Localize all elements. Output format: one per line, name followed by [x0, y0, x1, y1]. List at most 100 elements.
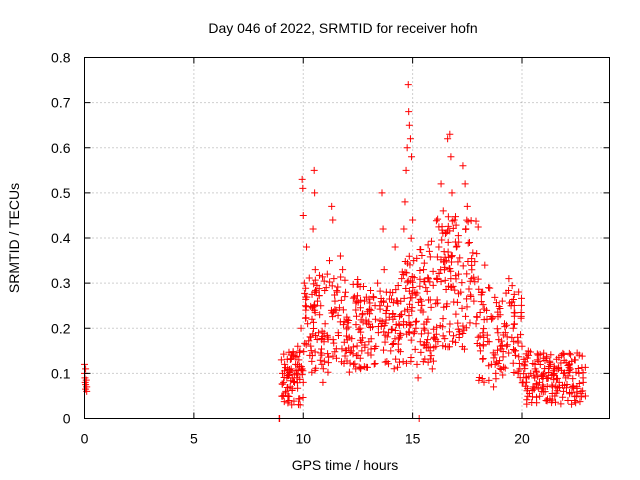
data-point: [312, 288, 320, 296]
data-point: [516, 365, 524, 373]
data-point: [339, 306, 347, 314]
data-point: [288, 387, 296, 395]
data-point: [333, 288, 341, 296]
data-point: [356, 324, 364, 332]
data-point: [365, 338, 373, 346]
data-point: [302, 341, 310, 349]
data-point: [297, 324, 305, 332]
data-point: [495, 336, 503, 344]
data-point: [336, 318, 344, 326]
data-point: [288, 374, 296, 382]
data-point: [552, 382, 560, 390]
data-point: [491, 293, 499, 301]
data-point: [352, 297, 360, 305]
data-point: [401, 198, 409, 206]
data-point: [405, 312, 413, 320]
data-point: [312, 286, 320, 294]
data-point: [329, 352, 337, 360]
data-point: [357, 328, 365, 336]
data-point: [524, 385, 532, 393]
data-point: [389, 315, 397, 323]
data-point: [431, 333, 438, 341]
data-point: [278, 392, 286, 400]
data-point: [342, 346, 350, 354]
data-point: [341, 293, 349, 301]
data-point: [479, 355, 487, 363]
data-point: [355, 363, 363, 371]
data-point: [392, 286, 400, 294]
data-point: [311, 348, 319, 356]
data-point: [391, 326, 399, 334]
data-point: [421, 278, 429, 286]
data-point: [362, 293, 370, 301]
data-point: [396, 348, 404, 356]
y-tick-label: 0.5: [51, 185, 71, 201]
data-point: [439, 315, 447, 323]
data-point: [303, 243, 311, 251]
data-point: [280, 398, 288, 406]
data-point: [493, 346, 501, 354]
data-point: [433, 323, 441, 331]
data-point: [496, 364, 504, 372]
data-point: [523, 400, 531, 408]
data-point: [366, 323, 374, 331]
data-points: [81, 81, 589, 422]
data-point: [533, 356, 541, 364]
data-point: [342, 288, 350, 296]
y-tick-label: 0.1: [51, 365, 71, 381]
data-point: [324, 368, 332, 376]
data-point: [573, 349, 581, 357]
data-point: [399, 358, 407, 366]
data-point: [360, 363, 368, 371]
data-point: [444, 213, 452, 221]
data-point: [391, 335, 399, 343]
data-point: [296, 395, 304, 403]
data-point: [424, 274, 432, 282]
data-point: [510, 312, 518, 320]
data-point: [531, 365, 539, 373]
data-point: [331, 348, 339, 356]
data-point: [349, 294, 357, 302]
data-point: [302, 293, 310, 301]
data-point: [402, 166, 410, 174]
data-point: [328, 309, 336, 317]
data-point: [571, 356, 578, 364]
data-point: [540, 349, 548, 357]
data-point: [476, 308, 484, 316]
data-point: [467, 217, 475, 225]
data-point: [352, 365, 360, 373]
data-point: [518, 342, 526, 350]
data-point: [483, 331, 491, 339]
data-point: [300, 348, 308, 356]
data-point: [468, 255, 476, 263]
data-point: [406, 135, 414, 143]
data-point: [295, 356, 303, 364]
data-point: [505, 287, 513, 295]
data-point: [563, 381, 571, 389]
data-point: [420, 259, 428, 267]
data-point: [410, 257, 418, 265]
data-point: [501, 320, 508, 328]
x-tick-label: 15: [405, 431, 421, 447]
data-point: [439, 207, 447, 215]
data-point: [464, 239, 472, 247]
data-point: [309, 318, 317, 326]
data-point: [307, 347, 315, 355]
data-point: [319, 365, 327, 373]
data-point: [496, 311, 504, 319]
data-point: [443, 302, 450, 310]
data-point: [390, 365, 398, 373]
data-point: [499, 353, 507, 361]
data-point: [477, 298, 485, 306]
data-point: [352, 312, 360, 320]
data-point: [324, 333, 332, 341]
data-point: [536, 392, 544, 400]
data-point: [432, 342, 440, 350]
data-point: [309, 225, 317, 233]
data-point: [463, 202, 471, 210]
data-point: [479, 288, 487, 296]
y-tick-label: 0.7: [51, 95, 71, 111]
data-point: [411, 345, 419, 353]
data-point: [568, 383, 576, 391]
data-point: [464, 218, 472, 226]
